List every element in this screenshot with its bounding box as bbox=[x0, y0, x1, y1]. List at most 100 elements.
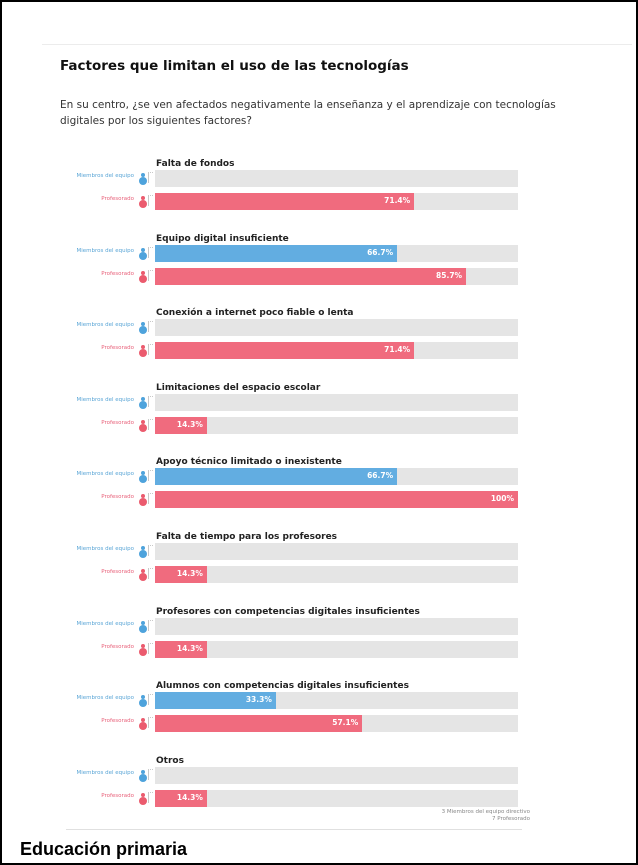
series-label: Profesorado bbox=[101, 419, 134, 426]
bar-value-label: 33.3% bbox=[245, 695, 272, 705]
person-blue-icon bbox=[139, 246, 153, 261]
bar-value-label: 14.3% bbox=[176, 569, 203, 578]
row-profesorado: Profesorado 100% bbox=[0, 491, 638, 509]
factor-label: Limitaciones del espacio escolar bbox=[156, 382, 321, 393]
person-red-icon bbox=[139, 791, 153, 806]
person-blue-icon bbox=[139, 619, 153, 634]
row-miembros-equipo: Miembros del equipo bbox=[0, 319, 638, 337]
bar-track: 66.7% bbox=[155, 244, 518, 262]
bar-track: 100% bbox=[155, 491, 518, 509]
bar-track: 14.3% bbox=[155, 566, 518, 583]
bar-value-label: 100% bbox=[490, 494, 514, 504]
chart-footnote: 3 Miembros del equipo directivo 7 Profes… bbox=[442, 809, 530, 823]
series-label: Profesorado bbox=[101, 569, 134, 575]
row-miembros-equipo: Miembros del equipo bbox=[0, 766, 638, 784]
bar-track bbox=[155, 766, 518, 784]
factor-group: Otros Miembros del equipo Profesorado 14.3% bbox=[0, 756, 638, 818]
factor-group: Conexión a internet poco fiable o lenta M… bbox=[0, 308, 638, 370]
factor-label: Falta de fondos bbox=[156, 159, 235, 169]
bar: 14.3% bbox=[155, 416, 207, 434]
row-profesorado: Profesorado 57.1% bbox=[0, 715, 638, 733]
person-red-icon bbox=[139, 343, 153, 358]
series-label: Miembros del equipo bbox=[76, 769, 134, 776]
figure-caption: Educación primaria bbox=[20, 839, 188, 859]
series-label: Miembros del equipo bbox=[76, 247, 134, 254]
bar: 14.3% bbox=[155, 640, 207, 658]
person-red-icon bbox=[139, 418, 153, 433]
person-blue-icon bbox=[139, 768, 153, 783]
bar-value-label: 57.1% bbox=[332, 718, 359, 728]
person-blue-icon bbox=[139, 469, 153, 484]
chart-title: Factores que limitan el uso de las tecno… bbox=[60, 58, 409, 74]
bar: 33.3% bbox=[155, 692, 276, 710]
factor-label: Otros bbox=[156, 755, 184, 766]
row-profesorado: Profesorado 14.3% bbox=[0, 416, 638, 434]
factor-group: Equipo digital insuficiente Miembros del … bbox=[0, 234, 638, 296]
row-profesorado: Profesorado 85.7% bbox=[0, 267, 638, 285]
bar-track bbox=[155, 170, 518, 187]
person-red-icon bbox=[139, 194, 153, 209]
bar-track bbox=[155, 393, 518, 411]
bar: 57.1% bbox=[155, 715, 363, 733]
factor-group: Limitaciones del espacio escolar Miembros… bbox=[0, 383, 638, 445]
factor-label: Equipo digital insuficiente bbox=[156, 233, 289, 244]
bar-value-label: 66.7% bbox=[367, 471, 394, 481]
series-label: Miembros del equipo bbox=[76, 695, 134, 702]
bar: 71.4% bbox=[155, 193, 415, 210]
factor-group: Profesores con competencias digitales in… bbox=[0, 607, 638, 669]
bar-track: 71.4% bbox=[155, 193, 518, 210]
series-label: Miembros del equipo bbox=[76, 322, 134, 329]
series-label: Profesorado bbox=[101, 196, 134, 202]
bar-track: 14.3% bbox=[155, 416, 518, 434]
footnote-line-1: 3 Miembros del equipo directivo bbox=[441, 809, 530, 815]
row-miembros-equipo: Miembros del equipo 33.3% bbox=[0, 692, 638, 710]
bar-track bbox=[155, 617, 518, 635]
footnote-line-2: 7 Profesorado bbox=[491, 816, 530, 822]
factor-label: Apoyo técnico limitado o inexistente bbox=[156, 457, 342, 468]
person-red-icon bbox=[139, 716, 153, 731]
bar-value-label: 14.3% bbox=[176, 792, 203, 802]
factor-group: Falta de tiempo para los profesores Miemb… bbox=[0, 532, 638, 594]
person-blue-icon bbox=[139, 320, 153, 335]
row-profesorado: Profesorado 14.3% bbox=[0, 566, 638, 583]
bar-track: 14.3% bbox=[155, 640, 518, 658]
person-red-icon bbox=[139, 567, 153, 582]
chart-bottom-divider bbox=[66, 829, 522, 830]
series-label: Profesorado bbox=[101, 643, 134, 650]
bar-track bbox=[155, 319, 518, 337]
bar-track: 14.3% bbox=[155, 789, 518, 807]
factor-label: Profesores con competencias digitales in… bbox=[156, 606, 420, 617]
bar-value-label: 71.4% bbox=[384, 345, 411, 355]
person-red-icon bbox=[139, 492, 153, 507]
row-miembros-equipo: Miembros del equipo bbox=[0, 170, 638, 187]
series-label: Miembros del equipo bbox=[76, 546, 134, 552]
person-blue-icon bbox=[139, 693, 153, 708]
bar-track: 85.7% bbox=[155, 267, 518, 285]
row-miembros-equipo: Miembros del equipo 66.7% bbox=[0, 244, 638, 262]
factor-group: Apoyo técnico limitado o inexistente Miem… bbox=[0, 457, 638, 519]
factor-label: Falta de tiempo para los profesores bbox=[156, 532, 338, 542]
factor-label: Conexión a internet poco fiable o lenta bbox=[156, 308, 354, 319]
bar-track bbox=[155, 543, 518, 560]
bar: 85.7% bbox=[155, 267, 467, 285]
series-label: Miembros del equipo bbox=[76, 471, 134, 478]
row-miembros-equipo: Miembros del equipo 66.7% bbox=[0, 468, 638, 486]
bar: 66.7% bbox=[155, 468, 398, 486]
row-miembros-equipo: Miembros del equipo bbox=[0, 617, 638, 635]
bar-value-label: 71.4% bbox=[384, 196, 411, 205]
row-profesorado: Profesorado 71.4% bbox=[0, 193, 638, 210]
bar: 71.4% bbox=[155, 342, 415, 360]
bar: 14.3% bbox=[155, 566, 207, 583]
person-blue-icon bbox=[139, 171, 153, 186]
bar: 14.3% bbox=[155, 789, 207, 807]
bar-track: 33.3% bbox=[155, 692, 518, 710]
bar: 100% bbox=[155, 491, 518, 509]
chart-question: En su centro, ¿se ven afectados negativa… bbox=[60, 99, 556, 127]
series-label: Miembros del equipo bbox=[76, 173, 134, 179]
series-label: Miembros del equipo bbox=[76, 620, 134, 627]
series-label: Profesorado bbox=[101, 718, 134, 725]
row-miembros-equipo: Miembros del equipo bbox=[0, 543, 638, 560]
person-red-icon bbox=[139, 642, 153, 657]
